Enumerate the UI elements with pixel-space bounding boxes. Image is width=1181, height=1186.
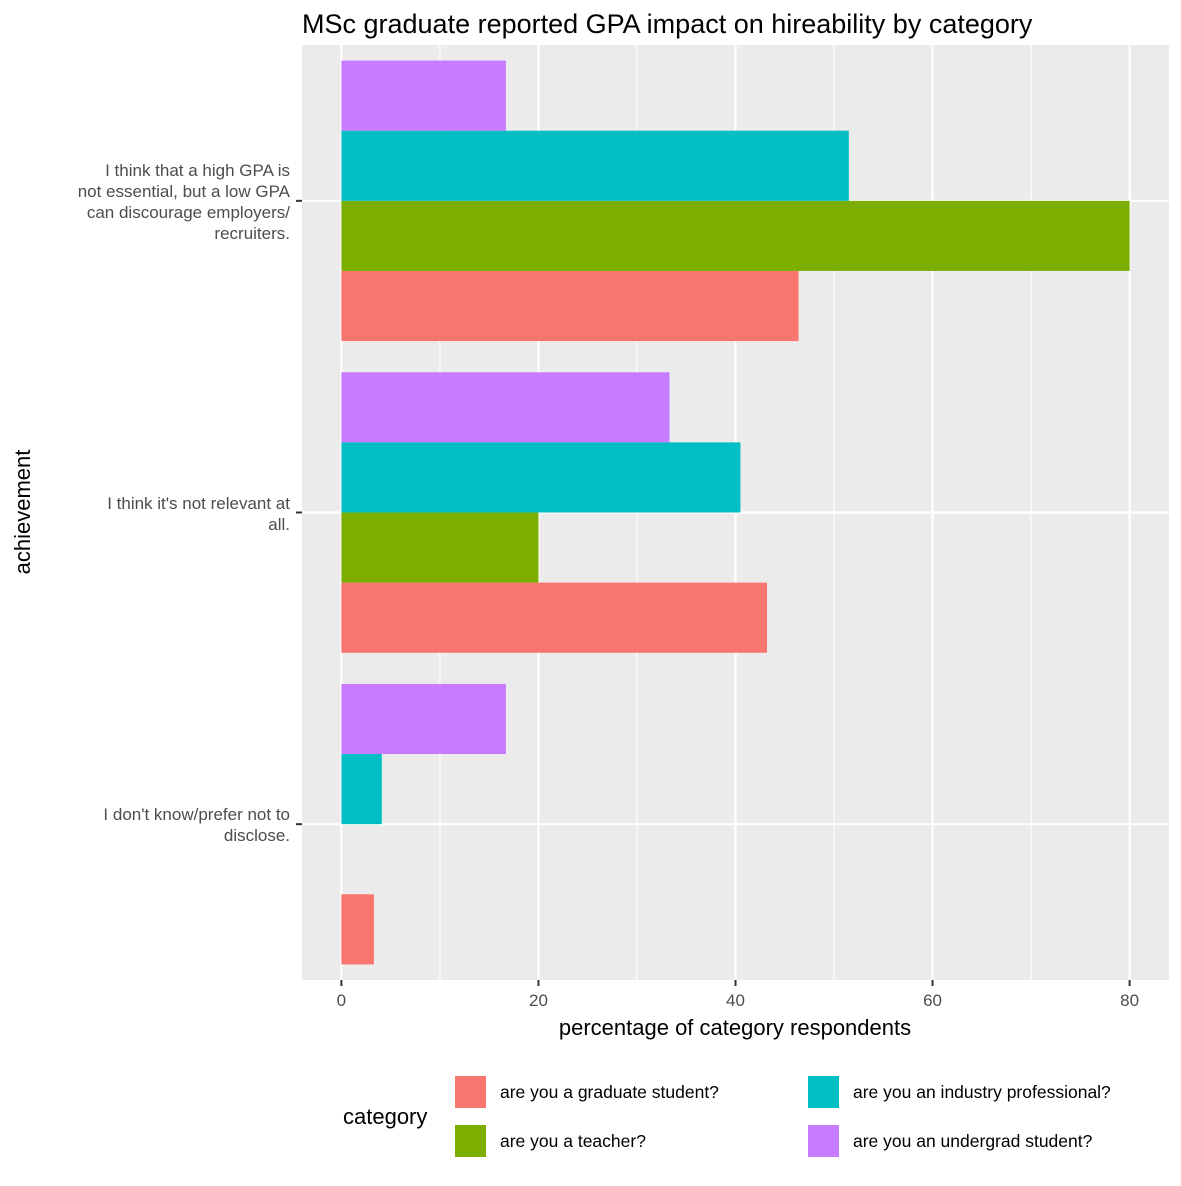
bar: [341, 894, 374, 965]
bar: [341, 512, 539, 583]
bars: [341, 60, 1130, 965]
bar: [341, 200, 1130, 271]
y-axis-label: achievement: [10, 450, 35, 575]
bar: [341, 60, 506, 131]
chart-title: MSc graduate reported GPA impact on hire…: [302, 9, 1033, 39]
legend-key: [808, 1125, 839, 1157]
legend-key: [455, 1125, 486, 1157]
x-tick-label: 40: [726, 991, 745, 1010]
x-axis-label: percentage of category respondents: [559, 1015, 911, 1040]
legend-label: are you an industry professional?: [853, 1082, 1111, 1102]
x-tick-label: 60: [923, 991, 942, 1010]
bar: [341, 683, 506, 755]
x-tick-label: 20: [529, 991, 548, 1010]
legend-label: are you a graduate student?: [500, 1082, 719, 1102]
bar: [341, 442, 741, 513]
bar: [341, 372, 670, 443]
bar: [341, 582, 768, 653]
legend-label: are you an undergrad student?: [853, 1131, 1093, 1151]
bar: [341, 130, 849, 201]
legend-key: [808, 1076, 839, 1108]
y-tick-label: I think it's not relevant at all.: [107, 493, 290, 534]
legend-key: [455, 1076, 486, 1108]
y-tick-label: I don't know/prefer not to disclose.: [103, 805, 290, 846]
axes: 0 20 40 60 80: [296, 199, 1139, 1010]
bar: [341, 270, 799, 342]
legend-title: category: [343, 1104, 427, 1129]
x-tick-label: 0: [337, 991, 346, 1010]
x-tick-label: 80: [1120, 991, 1139, 1010]
legend-label: are you a teacher?: [500, 1131, 646, 1151]
y-tick-label: I think that a high GPA is not essential…: [77, 160, 290, 243]
legend: are you a graduate student? are you a tea…: [455, 1076, 1111, 1157]
bar: [341, 754, 382, 825]
